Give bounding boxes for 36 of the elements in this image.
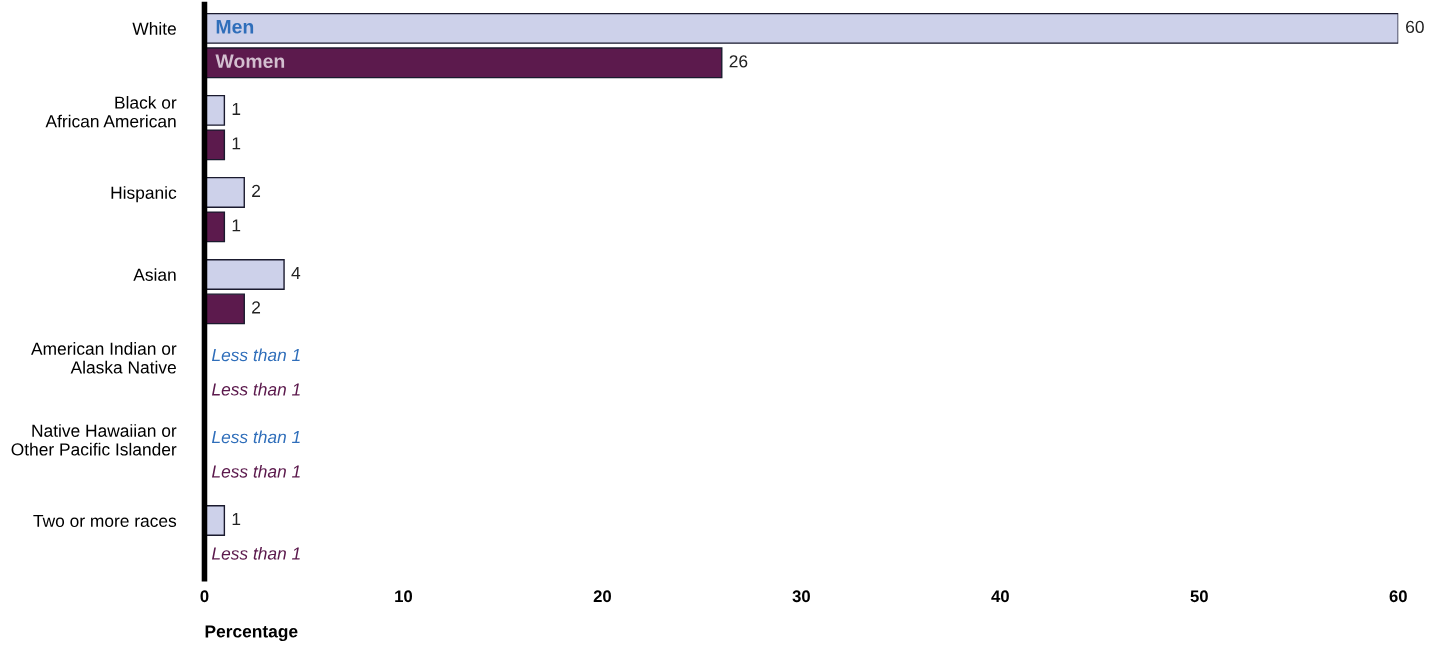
x-tick-label: 60 [1389,590,1407,603]
bar [204,176,245,208]
x-tick-label: 20 [593,590,611,603]
x-axis-title: Percentage [205,625,298,642]
text: Less than 1 [211,348,300,362]
data-label: 1 [232,219,241,232]
y-tick-label: Black or African American [45,96,177,128]
x-tick-label: 30 [792,590,810,603]
data-label: 1 [232,137,241,150]
y-tick-label: White [132,22,176,35]
text: Less than 1 [211,430,300,444]
x-tick-label: 0 [200,590,209,603]
series-label: Women [215,54,285,69]
text: Less than 1 [211,464,300,478]
data-label: 1 [232,513,241,526]
bar [204,47,723,79]
data-label: 1 [232,102,241,115]
y-tick-label: Asian [133,268,176,281]
bar [204,258,285,290]
data-label: 4 [291,267,301,279]
data-label: 60 [1406,20,1424,34]
x-tick-label: 50 [1190,590,1208,603]
text: Less than 1 [211,382,300,396]
y-tick-label: Native Hawaiian or Other Pacific Islander [11,424,177,456]
bar [204,293,245,325]
x-tick-label: 10 [395,590,413,603]
y-tick-label: Hispanic [111,186,177,203]
data-label: 26 [729,55,748,68]
text: Less than 1 [211,546,300,560]
data-label: 2 [252,184,261,197]
y-tick-label: Two or more races [33,514,177,528]
data-label: 2 [252,301,261,314]
x-tick-label: 40 [991,590,1009,603]
bar [204,12,1399,44]
series-label: Men [216,20,254,34]
y-tick-label: American Indian or Alaska Native [31,342,177,374]
